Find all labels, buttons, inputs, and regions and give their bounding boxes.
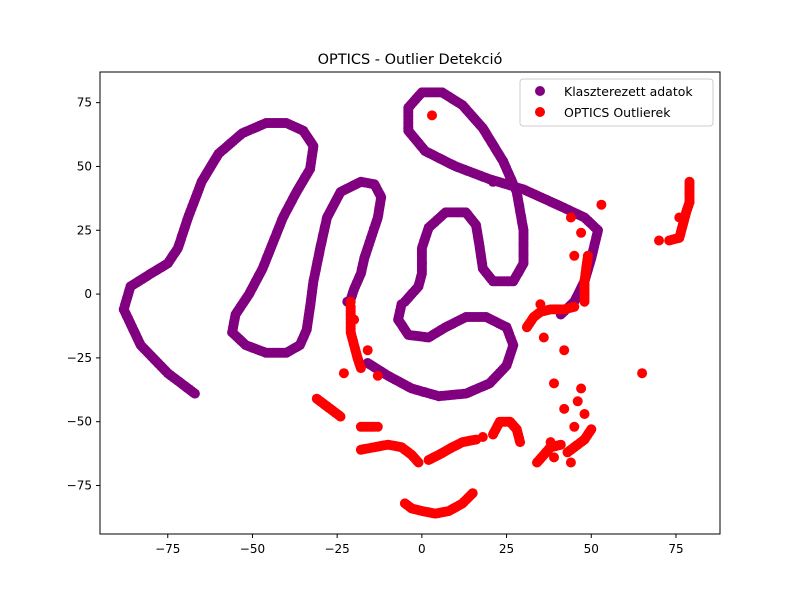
data-point [576,227,587,238]
data-point [427,110,437,121]
data-point [596,199,607,210]
data-point [576,383,587,394]
data-point [515,437,526,448]
data-point [569,421,580,432]
data-point [372,370,383,381]
data-point [362,345,373,356]
data-point [674,212,685,223]
legend-label: OPTICS Outlierek [564,105,671,120]
y-tick-label: 75 [77,96,92,110]
x-tick-label: 25 [499,542,514,556]
data-point [559,345,570,356]
data-point [579,409,590,419]
legend-marker [535,107,545,117]
x-tick-label: 50 [584,542,599,556]
series-2 [311,110,695,519]
data-point [355,363,366,374]
plot-marks [118,87,695,519]
data-point [545,437,556,448]
x-tick-label: 75 [668,542,683,556]
data-point [549,452,559,463]
data-point [565,212,576,223]
plot-frame [99,71,721,535]
y-tick-label: −50 [67,415,92,429]
x-tick-label: −25 [324,542,349,556]
y-tick-label: 0 [84,287,92,301]
data-point [338,368,349,379]
y-tick-label: 25 [77,223,92,237]
data-point [654,235,664,246]
data-point [372,421,383,432]
data-point [538,332,549,343]
data-point [416,258,427,269]
x-tick-label: 0 [418,542,426,556]
data-point [467,488,478,499]
series-1 [118,87,603,402]
data-point [335,411,346,422]
data-point [684,176,695,187]
y-tick-label: 50 [77,159,92,173]
y-axis: −75 −50 −25 0 25 50 75 [67,96,100,493]
x-axis: −75 −50 −25 0 25 50 75 [155,534,684,556]
x-tick-label: −50 [240,542,265,556]
data-point [488,176,498,187]
y-tick-label: −75 [67,479,92,493]
x-tick-label: −75 [155,542,180,556]
data-point [549,378,559,389]
y-tick-label: −25 [67,351,92,365]
legend-marker [535,86,545,96]
data-point [477,432,488,442]
data-point [565,457,576,468]
chart-title: OPTICS - Outlier Detekció [318,52,503,68]
data-point [637,368,648,379]
data-point [569,250,580,261]
data-point [349,314,360,325]
data-point [345,296,356,307]
legend: Klaszterezett adatok OPTICS Outlierek [519,78,714,127]
data-point [413,457,424,468]
data-point [555,439,566,450]
data-point [535,299,546,310]
data-point [569,301,580,312]
data-point [684,197,695,208]
data-point [586,424,597,435]
legend-label: Klaszterezett adatok [564,84,693,99]
data-point [582,250,593,261]
data-point [559,403,570,414]
legend-box [519,78,714,127]
data-point [322,401,332,412]
data-point [396,299,407,310]
data-point [572,396,583,407]
